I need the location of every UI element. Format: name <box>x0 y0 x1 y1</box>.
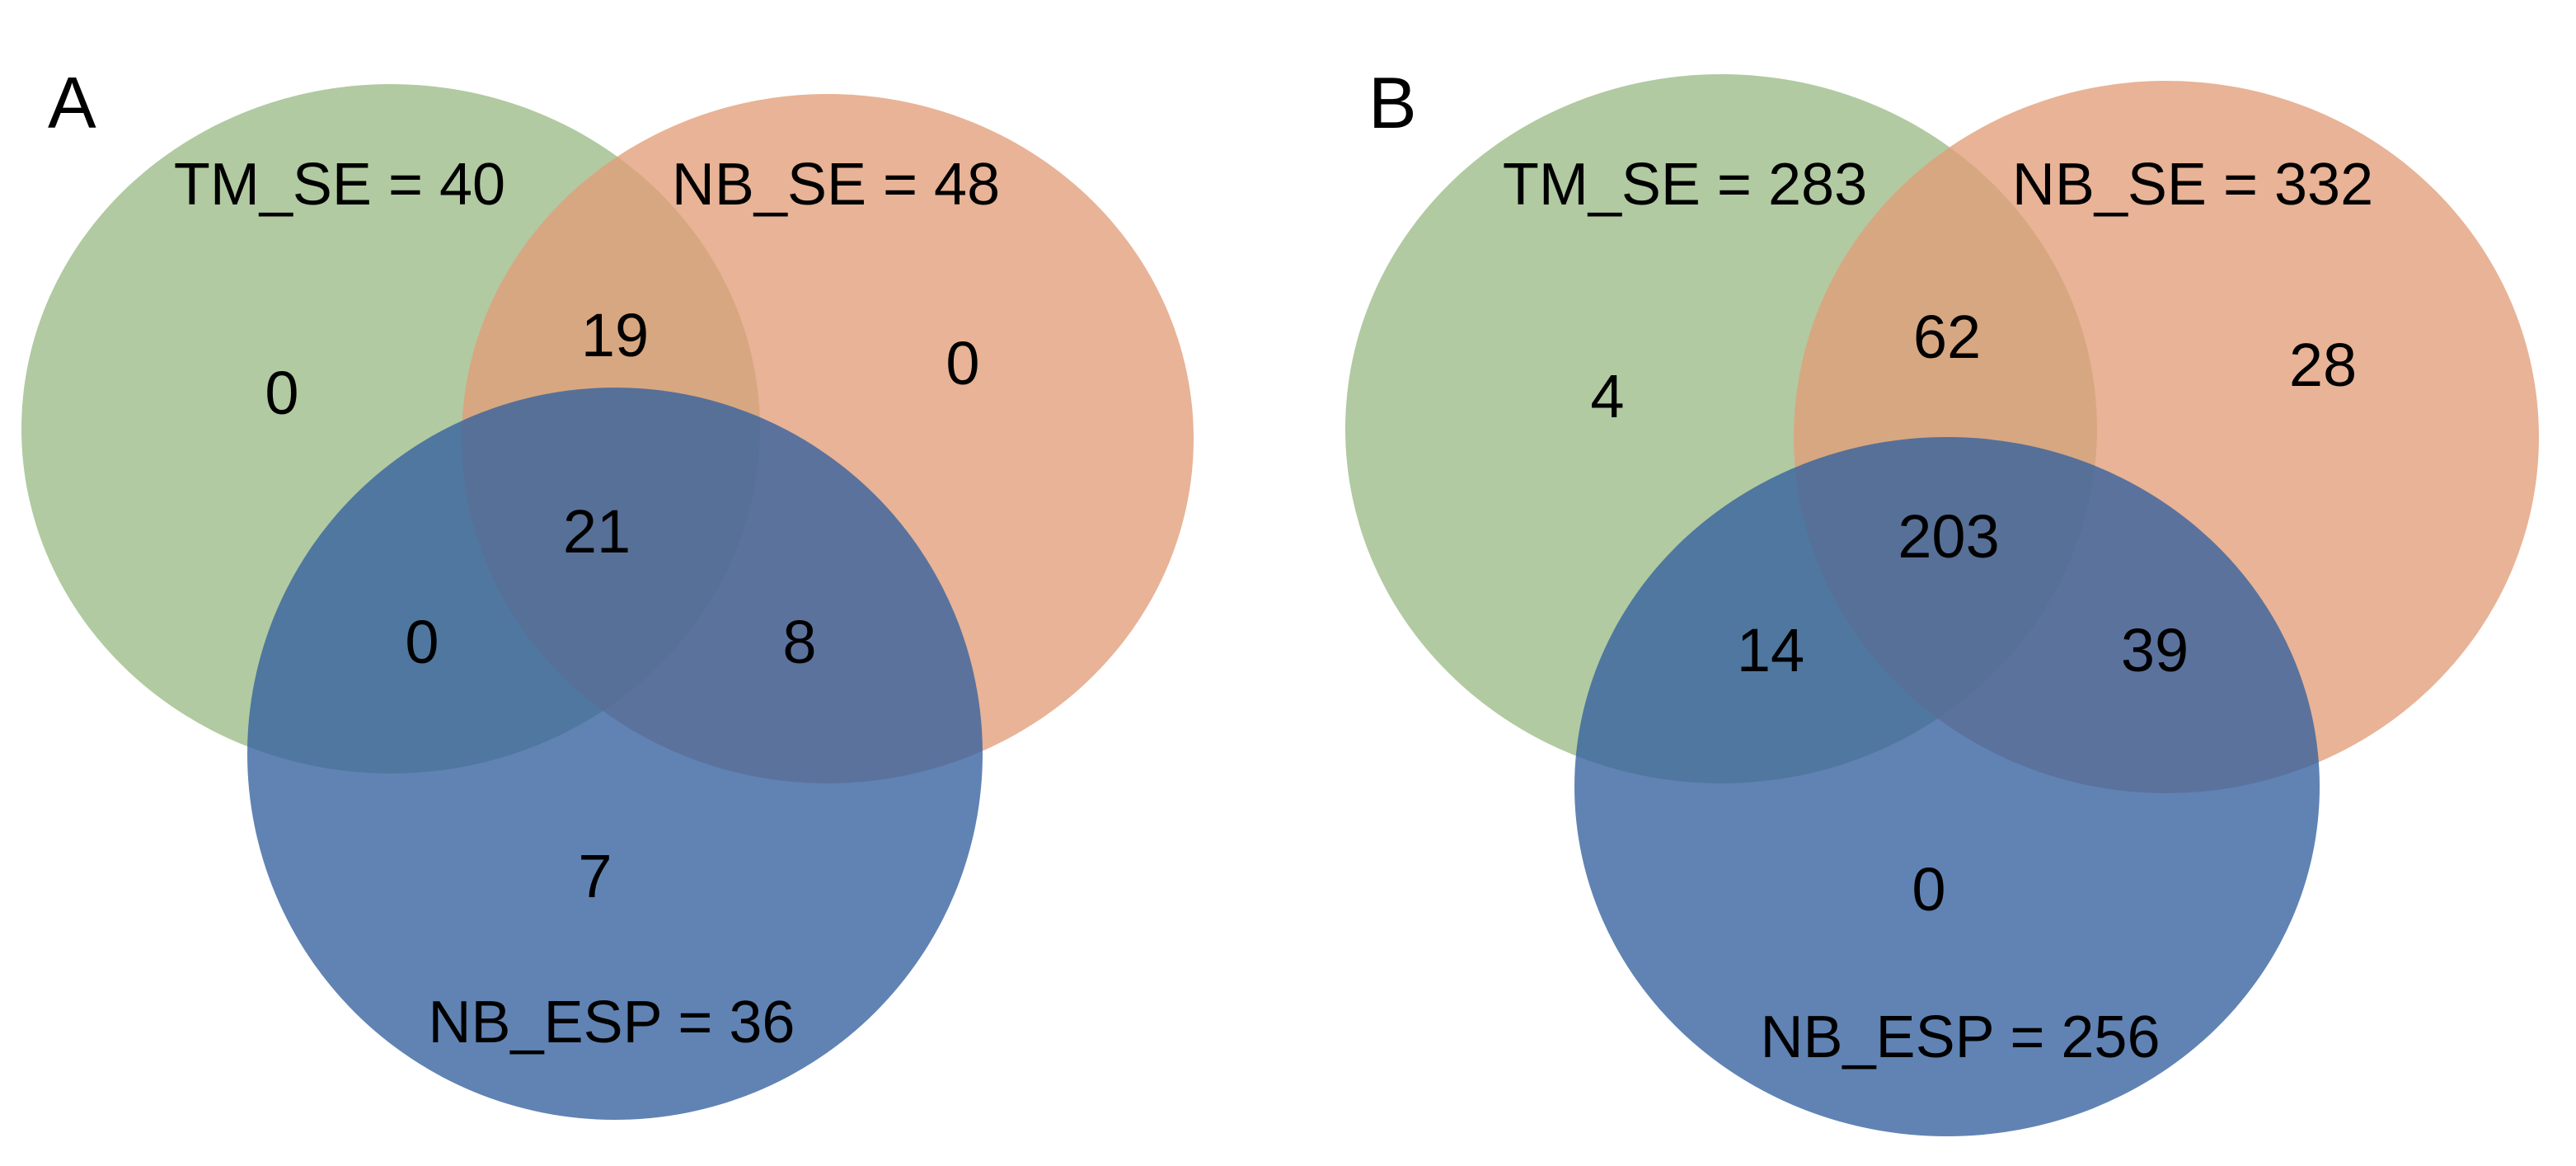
set-nb-esp-circle <box>1574 437 2320 1136</box>
region-b-only: 0 <box>945 329 979 397</box>
set-label-tm-se: TM_SE = 40 <box>174 152 505 218</box>
region-bc: 8 <box>782 608 816 676</box>
region-c-only: 0 <box>1912 855 1945 924</box>
region-b-only: 28 <box>2289 331 2357 399</box>
set-label-tm-se: TM_SE = 283 <box>1503 152 1867 218</box>
region-bc: 39 <box>2121 616 2189 684</box>
panel-b: B TM_SE = 283 NB_SE = 332 NB_ESP = 256 4… <box>1345 62 2539 1136</box>
region-ab: 19 <box>581 301 649 369</box>
panel-a: A TM_SE = 40 NB_SE = 48 NB_ESP = 36 0 0 … <box>21 62 1194 1120</box>
region-a-only: 0 <box>265 359 298 427</box>
region-ac: 0 <box>405 608 439 676</box>
panel-letter: A <box>48 62 96 143</box>
region-abc: 203 <box>1898 502 1999 571</box>
panel-letter: B <box>1368 62 1417 143</box>
set-nb-esp-circle <box>247 388 983 1120</box>
set-label-nb-esp: NB_ESP = 256 <box>1760 1004 2160 1070</box>
region-ac: 14 <box>1737 616 1804 684</box>
set-label-nb-se: NB_SE = 48 <box>672 152 1000 218</box>
set-label-nb-se: NB_SE = 332 <box>2012 152 2373 218</box>
region-abc: 21 <box>563 497 631 566</box>
region-a-only: 4 <box>1590 362 1624 430</box>
set-label-nb-esp: NB_ESP = 36 <box>429 990 795 1056</box>
region-c-only: 7 <box>578 842 612 910</box>
region-ab: 62 <box>1913 303 1981 371</box>
